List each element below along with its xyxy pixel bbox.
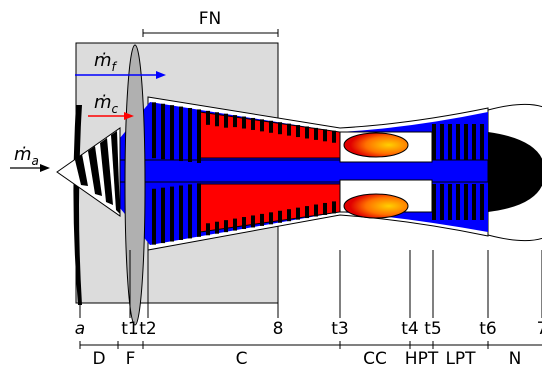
blade bbox=[287, 124, 291, 136]
blade bbox=[206, 111, 210, 125]
nozzle-cone bbox=[488, 132, 542, 212]
blade bbox=[179, 185, 183, 239]
blade bbox=[152, 189, 156, 245]
blade bbox=[278, 211, 282, 223]
blade bbox=[170, 105, 174, 160]
blade bbox=[456, 184, 460, 220]
blade bbox=[480, 124, 484, 160]
blade bbox=[314, 128, 318, 140]
blade bbox=[269, 121, 273, 133]
station-label: t3 bbox=[331, 319, 348, 339]
blade bbox=[161, 104, 165, 159]
blade bbox=[296, 125, 300, 137]
blade bbox=[305, 206, 309, 218]
engine-diagram: FN ṁfṁcṁa at1t28t3t4t5t67 DFCCCHPTLPTN bbox=[0, 0, 542, 369]
blade bbox=[152, 102, 156, 158]
blade bbox=[188, 184, 192, 238]
blade bbox=[432, 124, 436, 160]
flow-symbol: ṁ bbox=[94, 50, 112, 71]
blade bbox=[251, 118, 255, 130]
combustor bbox=[344, 194, 408, 218]
blade bbox=[480, 184, 484, 220]
blade bbox=[260, 119, 264, 131]
blade bbox=[472, 124, 476, 160]
blade bbox=[448, 184, 452, 220]
blade bbox=[332, 131, 336, 143]
station-label: 7 bbox=[537, 319, 542, 339]
blade bbox=[432, 184, 436, 220]
blade bbox=[456, 124, 460, 160]
page: Turbofan stations html, body { margin: 0… bbox=[0, 0, 542, 369]
station-label: t1 bbox=[121, 319, 138, 339]
section-label: CC bbox=[363, 349, 387, 369]
blade bbox=[215, 112, 219, 126]
blade bbox=[440, 184, 444, 220]
blade bbox=[251, 215, 255, 227]
blade bbox=[305, 126, 309, 138]
blade bbox=[323, 203, 327, 215]
station-label: a bbox=[75, 319, 85, 339]
section-label: LPT bbox=[445, 349, 476, 369]
blade bbox=[296, 208, 300, 220]
blade bbox=[188, 108, 192, 162]
section-label: F bbox=[126, 349, 136, 369]
body: {"flows": [ {"symbol": "\u1e41", "sub": … bbox=[0, 0, 542, 369]
blade bbox=[332, 201, 336, 213]
blade bbox=[448, 124, 452, 160]
station-label: t6 bbox=[479, 319, 496, 339]
blade bbox=[224, 114, 228, 128]
section-label: HPT bbox=[405, 349, 439, 369]
blade bbox=[278, 122, 282, 134]
fan-blade bbox=[125, 45, 145, 325]
thrust-label: FN bbox=[199, 9, 222, 29]
blade bbox=[206, 223, 210, 235]
arrow-head bbox=[40, 164, 50, 172]
station-label: 8 bbox=[273, 319, 284, 339]
flow-subscript: c bbox=[112, 102, 119, 116]
station-label: t4 bbox=[401, 319, 418, 339]
flow-symbol: ṁ bbox=[94, 92, 112, 113]
flow-symbol: ṁ bbox=[14, 144, 32, 165]
blade bbox=[233, 219, 237, 231]
blade bbox=[224, 220, 228, 232]
station-label: t5 bbox=[424, 319, 441, 339]
blade bbox=[242, 217, 246, 229]
section-label: C bbox=[236, 349, 248, 369]
blade bbox=[233, 115, 237, 127]
shaft bbox=[120, 160, 488, 182]
blade bbox=[314, 205, 318, 217]
blade bbox=[242, 117, 246, 129]
blade bbox=[472, 184, 476, 220]
blade bbox=[464, 184, 468, 220]
blade bbox=[464, 124, 468, 160]
blade bbox=[440, 124, 444, 160]
flow-subscript: a bbox=[32, 154, 39, 168]
blade bbox=[197, 183, 201, 237]
blade bbox=[179, 107, 183, 161]
section-label: N bbox=[509, 349, 522, 369]
blade bbox=[260, 214, 264, 226]
blade bbox=[323, 129, 327, 141]
section-label: D bbox=[92, 349, 105, 369]
combustor bbox=[344, 133, 408, 157]
blade bbox=[197, 109, 201, 163]
blade bbox=[287, 209, 291, 221]
blade bbox=[215, 222, 219, 234]
blade bbox=[161, 188, 165, 243]
flow-label: ṁa bbox=[14, 144, 39, 168]
blade bbox=[269, 212, 273, 224]
blade bbox=[170, 187, 174, 242]
station-label: t2 bbox=[139, 319, 156, 339]
